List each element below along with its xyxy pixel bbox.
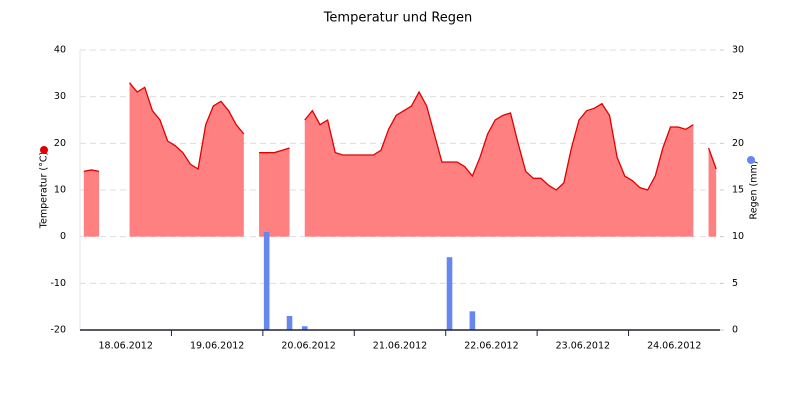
y2-tick-label: 0	[732, 325, 738, 336]
y-tick-label: 40	[54, 45, 66, 56]
y2-tick-label: 5	[732, 278, 738, 289]
temperature-area	[83, 169, 100, 237]
chart-title: Temperatur und Regen	[323, 11, 473, 26]
temperature-area	[259, 148, 290, 237]
y-tick-label: 10	[54, 185, 66, 196]
y2-tick-label: 25	[732, 91, 744, 102]
x-tick-label: 19.06.2012	[190, 341, 244, 352]
x-tick-label: 24.06.2012	[647, 341, 701, 352]
y-tick-label: 20	[54, 138, 66, 149]
y-tick-label: -20	[50, 325, 66, 336]
x-tick-label: 21.06.2012	[373, 341, 427, 352]
legend-marker	[40, 146, 48, 154]
legend-marker	[747, 156, 755, 164]
rain-bar	[286, 316, 293, 330]
rain-bar	[446, 257, 453, 330]
temperature-line	[707, 147, 717, 170]
x-tick-label: 22.06.2012	[464, 341, 518, 352]
x-tick-label: 20.06.2012	[281, 341, 335, 352]
y-tick-label: 30	[54, 91, 66, 102]
y2-tick-label: 20	[732, 138, 744, 149]
y-tick-label: -10	[50, 278, 66, 289]
temperature-line	[304, 90, 694, 191]
y2-axis-title: Regen (mm)	[749, 161, 760, 220]
y-axis-title: Temperatur (°C)	[39, 152, 50, 229]
y2-tick-label: 30	[732, 45, 744, 56]
rain-bar	[263, 232, 270, 330]
y2-tick-label: 10	[732, 231, 744, 242]
temperature-line	[129, 82, 245, 171]
y2-tick-label: 15	[732, 185, 744, 196]
temperature-line	[259, 147, 290, 154]
rain-bar	[469, 311, 476, 330]
x-tick-label: 23.06.2012	[556, 341, 610, 352]
temperature-area	[304, 92, 694, 237]
temperature-area	[708, 148, 717, 237]
rain-bar	[301, 326, 308, 330]
x-tick-label: 18.06.2012	[99, 341, 153, 352]
temperature-line	[83, 169, 100, 172]
y-tick-label: 0	[60, 231, 66, 242]
